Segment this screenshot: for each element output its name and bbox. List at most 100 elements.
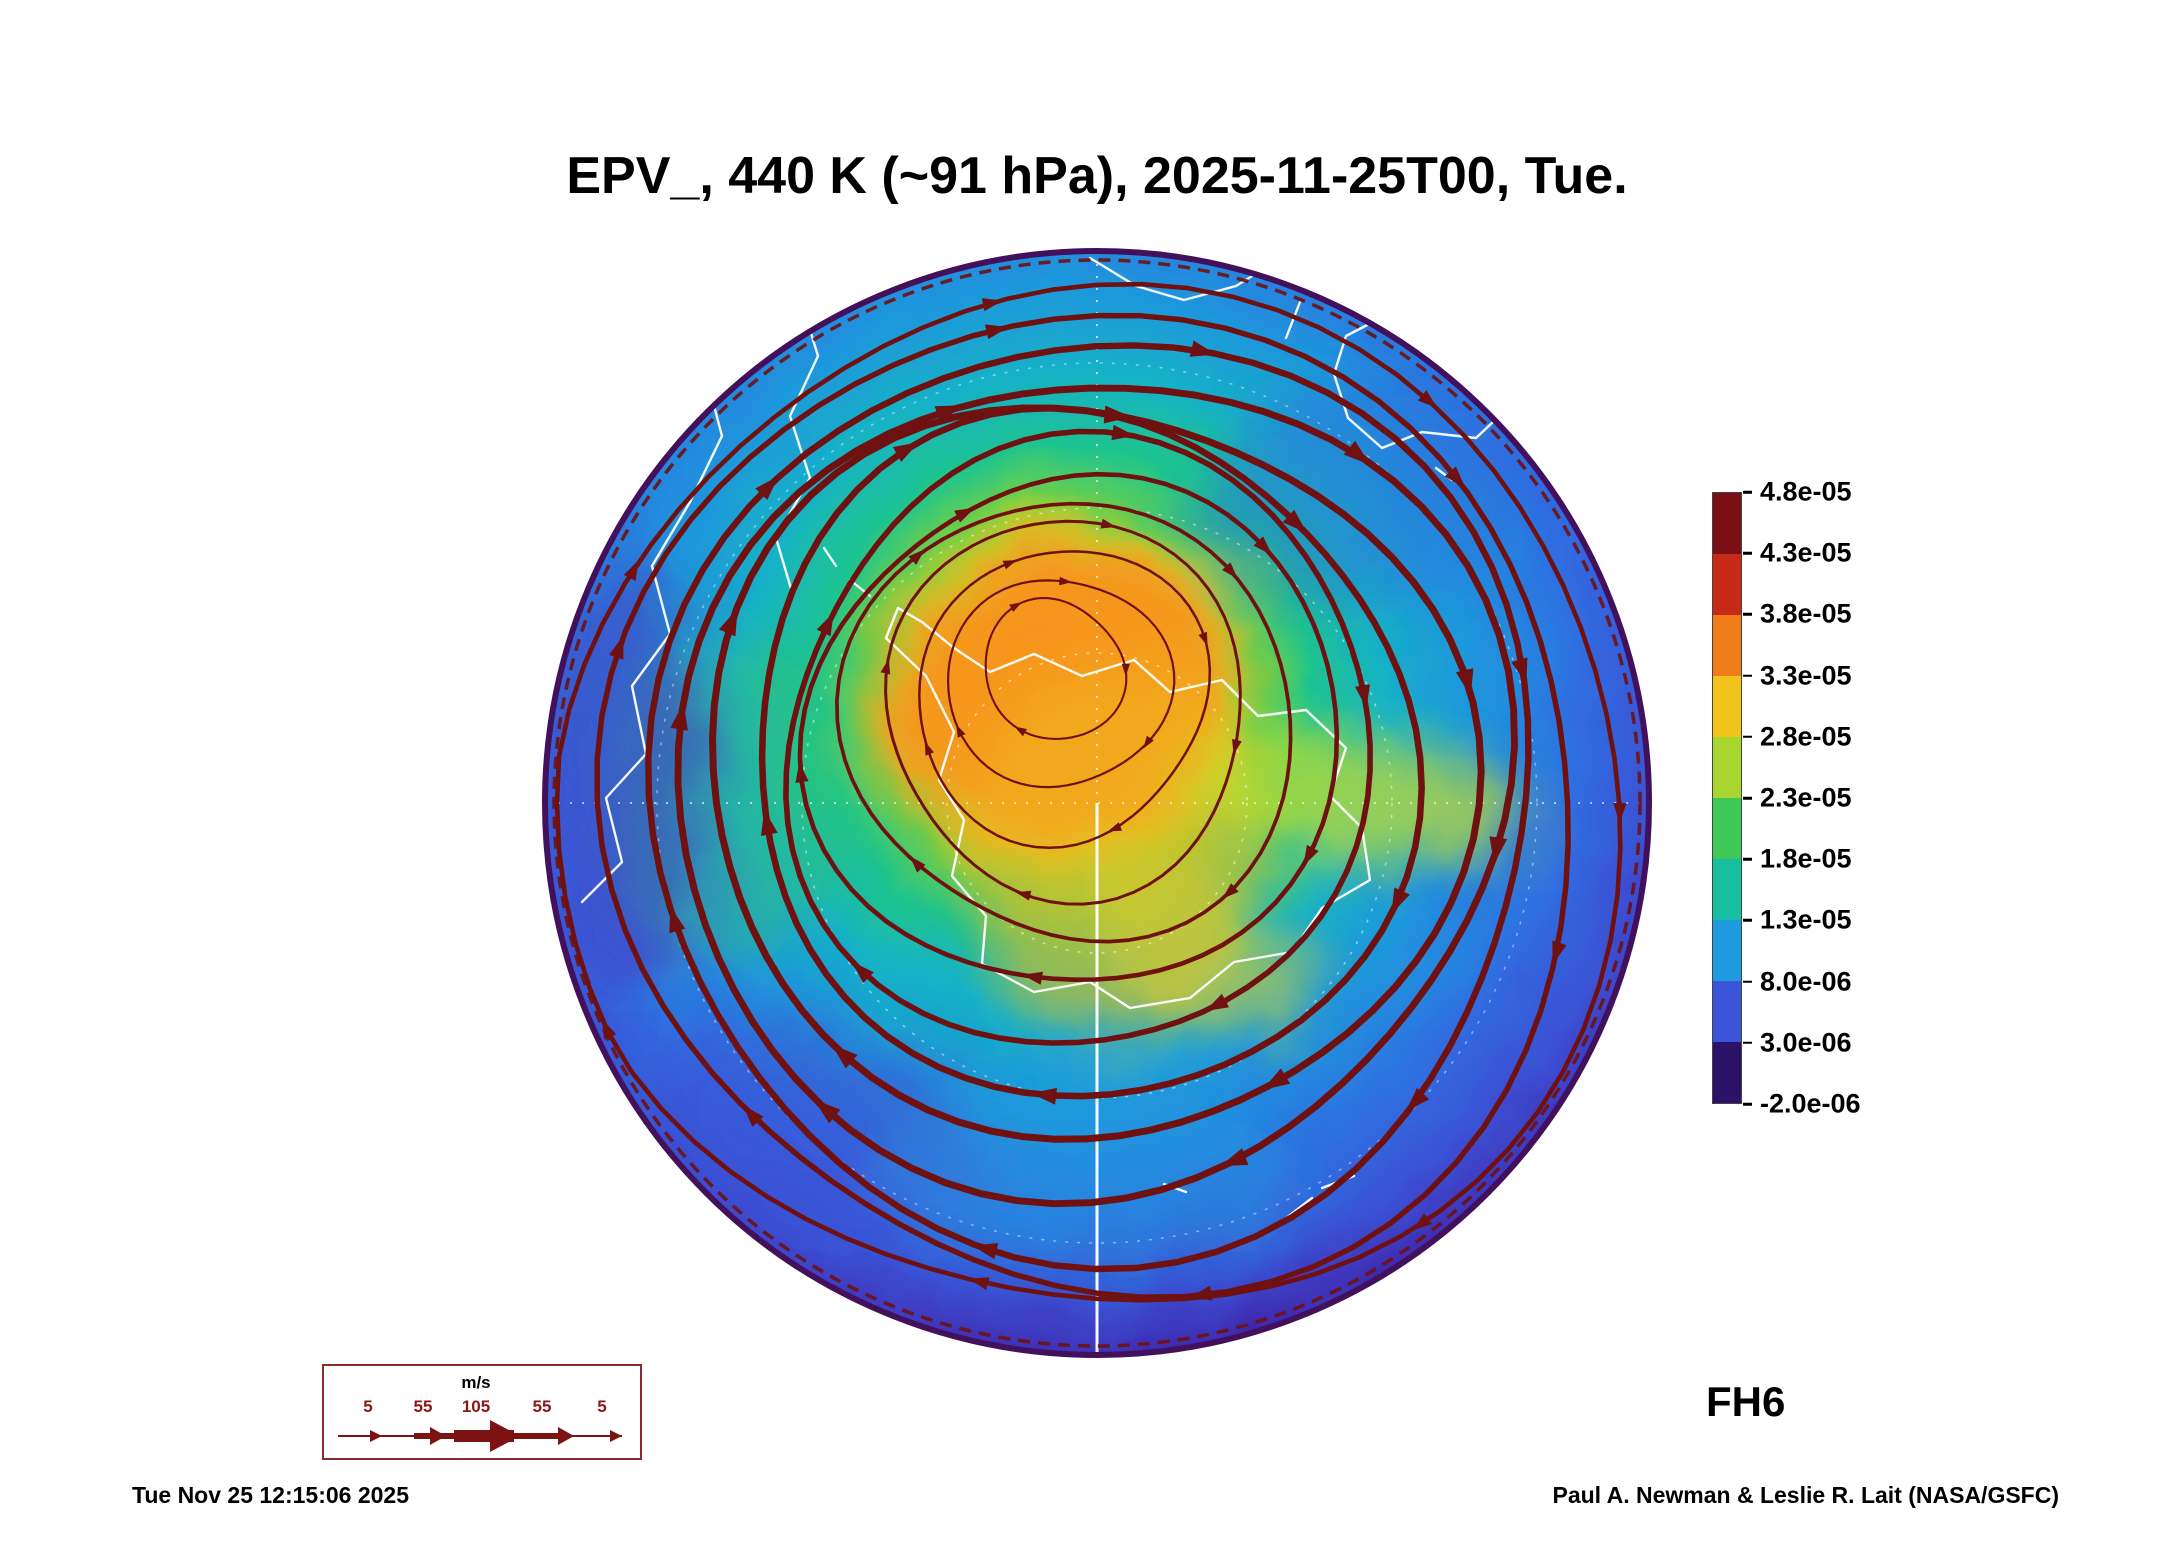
colorbar-tick-label: 3.0e-06	[1760, 1027, 1852, 1058]
streamline-arrowhead	[755, 476, 779, 500]
streamline-arrowhead	[1511, 657, 1528, 684]
forecast-hour-label: FH6	[1706, 1378, 1786, 1425]
streamline-arrowhead	[1489, 836, 1508, 864]
streamline-arrowhead	[1030, 1087, 1057, 1105]
streamline-arrowhead	[1198, 631, 1208, 646]
streamline-arrowhead	[1009, 602, 1022, 612]
streamline-arrowhead	[1303, 844, 1319, 866]
streamline-arrowhead	[971, 1243, 999, 1260]
streamline-arrowhead	[981, 298, 1003, 312]
colorbar-tick-label: 2.8e-05	[1760, 721, 1852, 752]
colorbar-gradient	[1712, 492, 1742, 1104]
colorbar-tick-label: 2.3e-05	[1760, 782, 1852, 813]
streamline-arrowhead	[1232, 738, 1242, 755]
streamline-arrowhead	[1455, 668, 1474, 697]
colorbar-band	[1713, 676, 1741, 737]
wind-tick-label: 5	[363, 1397, 372, 1416]
streamline-arrowhead	[1412, 1213, 1433, 1231]
streamline-arrowhead	[1222, 562, 1238, 579]
streamline-ring	[797, 471, 1340, 983]
wind-tick-label: 105	[462, 1397, 490, 1416]
streamline-arrowhead	[1613, 803, 1627, 823]
streamline-arrowhead	[1444, 466, 1466, 489]
coastline-south-america-east	[774, 282, 820, 594]
streamline-arrowhead	[669, 906, 686, 934]
colorbar-tick-label: 8.0e-06	[1760, 966, 1852, 997]
streamline-arrowhead	[1391, 887, 1410, 915]
colorbar-band	[1713, 1042, 1741, 1103]
colorbar-tick-label: -2.0e-06	[1760, 1088, 1861, 1119]
streamline-arrowhead	[1253, 536, 1273, 556]
streamline-arrowhead	[1103, 405, 1132, 424]
wind-tick-label: 5	[597, 1397, 606, 1416]
coastline-madagascar	[1284, 300, 1302, 340]
streamline-arrowhead	[1015, 890, 1032, 901]
streamline-arrowhead	[1059, 576, 1073, 586]
colorbar-tick	[1743, 735, 1752, 739]
streamline-ring	[947, 579, 1176, 789]
streamline-arrowhead	[795, 762, 809, 783]
streamline-arrowhead	[623, 560, 639, 581]
streamline-arrowhead	[1189, 340, 1217, 357]
page-title: EPV_, 440 K (~91 hPa), 2025-11-25T00, Tu…	[566, 147, 1628, 205]
streamline-arrowhead	[1143, 735, 1154, 749]
streamline-arrowhead	[1405, 1087, 1430, 1112]
streamline-arrowhead	[1355, 684, 1370, 708]
streamline-arrowhead	[1417, 390, 1438, 409]
colorbar-tick	[1743, 796, 1752, 800]
coastline-antarctica	[884, 606, 1372, 1010]
colorbar-tick-label: 3.3e-05	[1760, 660, 1852, 691]
streamline-arrowhead	[718, 608, 738, 637]
wind-legend-graphic: m/s 5 55 105 55 5	[338, 1373, 622, 1452]
streamline-arrowhead	[761, 809, 778, 836]
streamline-arrowhead	[1100, 518, 1117, 529]
colorbar-band	[1713, 920, 1741, 981]
colorbar-tick	[1743, 1041, 1752, 1045]
streamline-arrowhead	[816, 612, 834, 637]
colorbar-tick	[1743, 857, 1752, 861]
colorbar-band	[1713, 859, 1741, 920]
globe-rim	[542, 248, 1652, 1358]
streamline-arrowhead	[954, 507, 975, 523]
colorbar-band	[1713, 737, 1741, 798]
streamline-arrowhead	[1205, 993, 1229, 1012]
streamline-arrowhead	[831, 1044, 858, 1069]
wind-speed-legend: m/s 5 55 105 55 5	[322, 1364, 642, 1460]
streamline-ring	[835, 501, 1293, 944]
colorbar-band	[1713, 554, 1741, 615]
streamline-ring	[674, 384, 1518, 1208]
streamline-arrowhead	[1022, 971, 1043, 985]
colorbar-tick	[1743, 674, 1752, 677]
colorbar-band	[1713, 981, 1741, 1042]
streamline-arrowhead	[1220, 1148, 1249, 1166]
streamline-arrowhead	[609, 635, 624, 660]
streamline-ring	[758, 404, 1425, 1100]
streamline-arrowhead	[814, 1099, 841, 1124]
streamline-arrowhead	[1262, 1068, 1291, 1090]
colorbar-band	[1713, 798, 1741, 859]
streamline-ring	[783, 428, 1373, 1046]
streamline-arrowhead	[1014, 726, 1027, 737]
epv-polar-map	[542, 248, 1652, 1358]
colorbar-tick-label: 4.3e-05	[1760, 537, 1852, 568]
streamline-arrowhead	[1111, 424, 1136, 441]
streamline-ring	[645, 342, 1532, 1273]
colorbar: 4.8e-05 4.3e-05 3.8e-05 3.3e-05 2.8e-05 2.3e-…	[1712, 477, 2002, 1119]
colorbar-tick-label: 1.3e-05	[1760, 904, 1852, 935]
streamline-arrowhead	[1343, 440, 1371, 465]
colorbar-band	[1713, 615, 1741, 676]
streamline-arrowhead	[909, 856, 926, 873]
streamline-ring	[884, 519, 1242, 906]
streamline-arrowhead	[892, 442, 920, 462]
streamline-arrowhead	[1282, 509, 1308, 534]
streamline-arrowhead	[1552, 940, 1567, 965]
streamline-ring	[918, 550, 1212, 850]
colorbar-tick-label: 1.8e-05	[1760, 843, 1852, 874]
credit-line: Paul A. Newman & Leslie R. Lait (NASA/GS…	[1552, 1482, 2059, 1508]
colorbar-tick-label: 3.8e-05	[1760, 598, 1852, 629]
streamline-arrowhead	[1222, 883, 1239, 899]
streamline-arrowhead	[1002, 560, 1017, 570]
wind-scale-arrow	[338, 1420, 622, 1452]
streamline-arrowhead	[1121, 663, 1130, 677]
